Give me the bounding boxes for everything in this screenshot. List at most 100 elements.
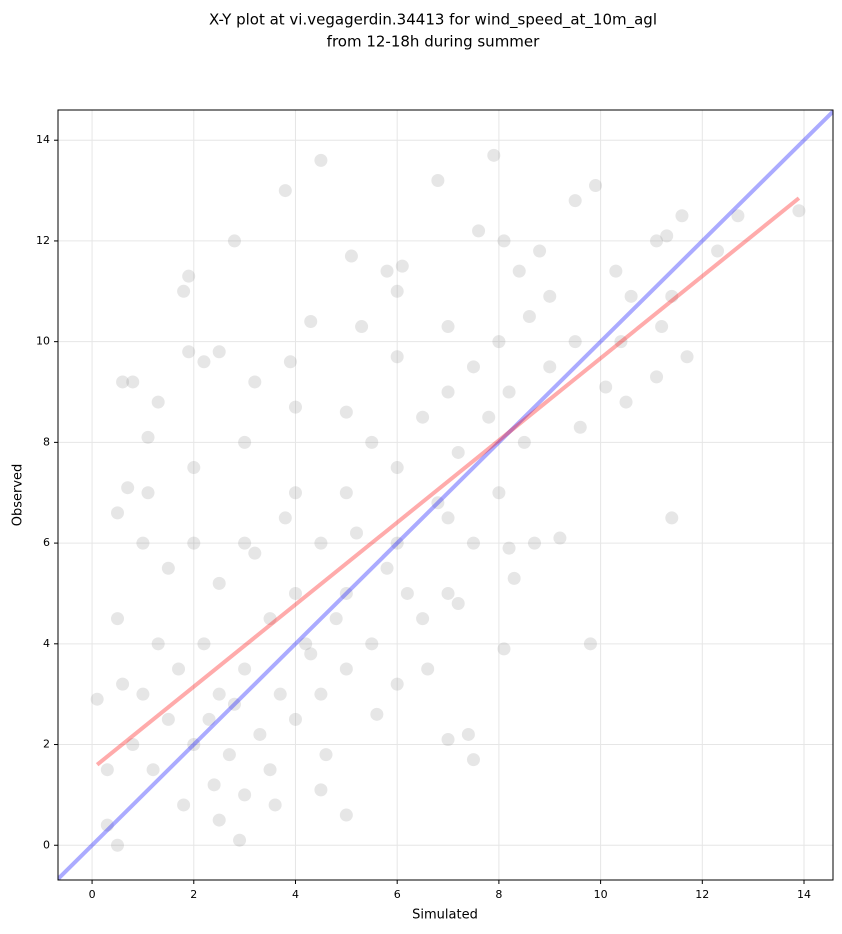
y-tick-label: 14: [36, 133, 50, 146]
point: [680, 350, 694, 364]
point: [161, 712, 175, 726]
y-tick-label: 0: [43, 838, 50, 851]
fit-line: [95, 196, 801, 767]
point: [146, 763, 160, 777]
point: [314, 536, 328, 550]
point: [355, 320, 369, 334]
chart-title: X-Y plot at vi.vegagerdin.34413 for wind…: [209, 11, 657, 30]
point: [288, 586, 302, 600]
point: [350, 526, 364, 540]
point: [609, 264, 623, 278]
point: [441, 732, 455, 746]
point: [141, 486, 155, 500]
point: [711, 244, 725, 258]
y-tick-label: 4: [43, 637, 50, 650]
point: [568, 194, 582, 208]
point: [390, 677, 404, 691]
point: [466, 753, 480, 767]
x-tick-label: 6: [394, 888, 401, 901]
point: [502, 541, 516, 555]
point: [233, 833, 247, 847]
point: [339, 405, 353, 419]
point: [319, 748, 333, 762]
point: [212, 813, 226, 827]
point: [380, 264, 394, 278]
point: [665, 511, 679, 525]
point: [273, 687, 287, 701]
point: [151, 395, 165, 409]
point: [207, 778, 221, 792]
point: [288, 400, 302, 414]
point: [283, 355, 297, 369]
point: [441, 511, 455, 525]
point: [573, 420, 587, 434]
point: [441, 385, 455, 399]
point: [344, 249, 358, 263]
point: [614, 335, 628, 349]
point: [390, 350, 404, 364]
point: [263, 763, 277, 777]
point: [517, 435, 531, 449]
point: [624, 289, 638, 303]
point: [197, 637, 211, 651]
point: [527, 536, 541, 550]
point: [543, 360, 557, 374]
x-tick-label: 10: [594, 888, 608, 901]
point: [395, 259, 409, 273]
point: [400, 586, 414, 600]
point: [182, 269, 196, 283]
point: [90, 692, 104, 706]
point: [339, 586, 353, 600]
point: [304, 315, 318, 329]
x-axis-label: Simulated: [412, 908, 478, 923]
point: [492, 335, 506, 349]
chart-title: from 12-18h during summer: [327, 33, 540, 51]
point: [212, 345, 226, 359]
x-tick-label: 0: [89, 888, 96, 901]
point: [619, 395, 633, 409]
point: [212, 576, 226, 590]
point: [151, 637, 165, 651]
point: [665, 289, 679, 303]
point: [110, 838, 124, 852]
point: [380, 561, 394, 575]
point: [655, 320, 669, 334]
point: [263, 612, 277, 626]
point: [522, 309, 536, 323]
point: [390, 461, 404, 475]
point: [675, 209, 689, 223]
point: [314, 687, 328, 701]
point: [365, 435, 379, 449]
point: [492, 486, 506, 500]
point: [227, 234, 241, 248]
point: [365, 637, 379, 651]
x-tick-label: 12: [695, 888, 709, 901]
point: [568, 335, 582, 349]
x-tick-label: 14: [797, 888, 811, 901]
point: [553, 531, 567, 545]
point: [339, 486, 353, 500]
point: [222, 748, 236, 762]
point: [126, 738, 140, 752]
point: [248, 546, 262, 560]
y-tick-label: 12: [36, 234, 50, 247]
point: [100, 763, 114, 777]
point: [126, 375, 140, 389]
point: [533, 244, 547, 258]
point: [121, 481, 135, 495]
plot-frame: [57, 109, 834, 881]
point: [512, 264, 526, 278]
point: [314, 783, 328, 797]
point: [466, 360, 480, 374]
point: [487, 148, 501, 162]
y-tick-label: 6: [43, 536, 50, 549]
point: [304, 647, 318, 661]
point: [136, 687, 150, 701]
point: [451, 597, 465, 611]
point: [238, 788, 252, 802]
point: [227, 697, 241, 711]
point: [507, 571, 521, 585]
point: [650, 234, 664, 248]
point: [253, 727, 267, 741]
point: [141, 430, 155, 444]
